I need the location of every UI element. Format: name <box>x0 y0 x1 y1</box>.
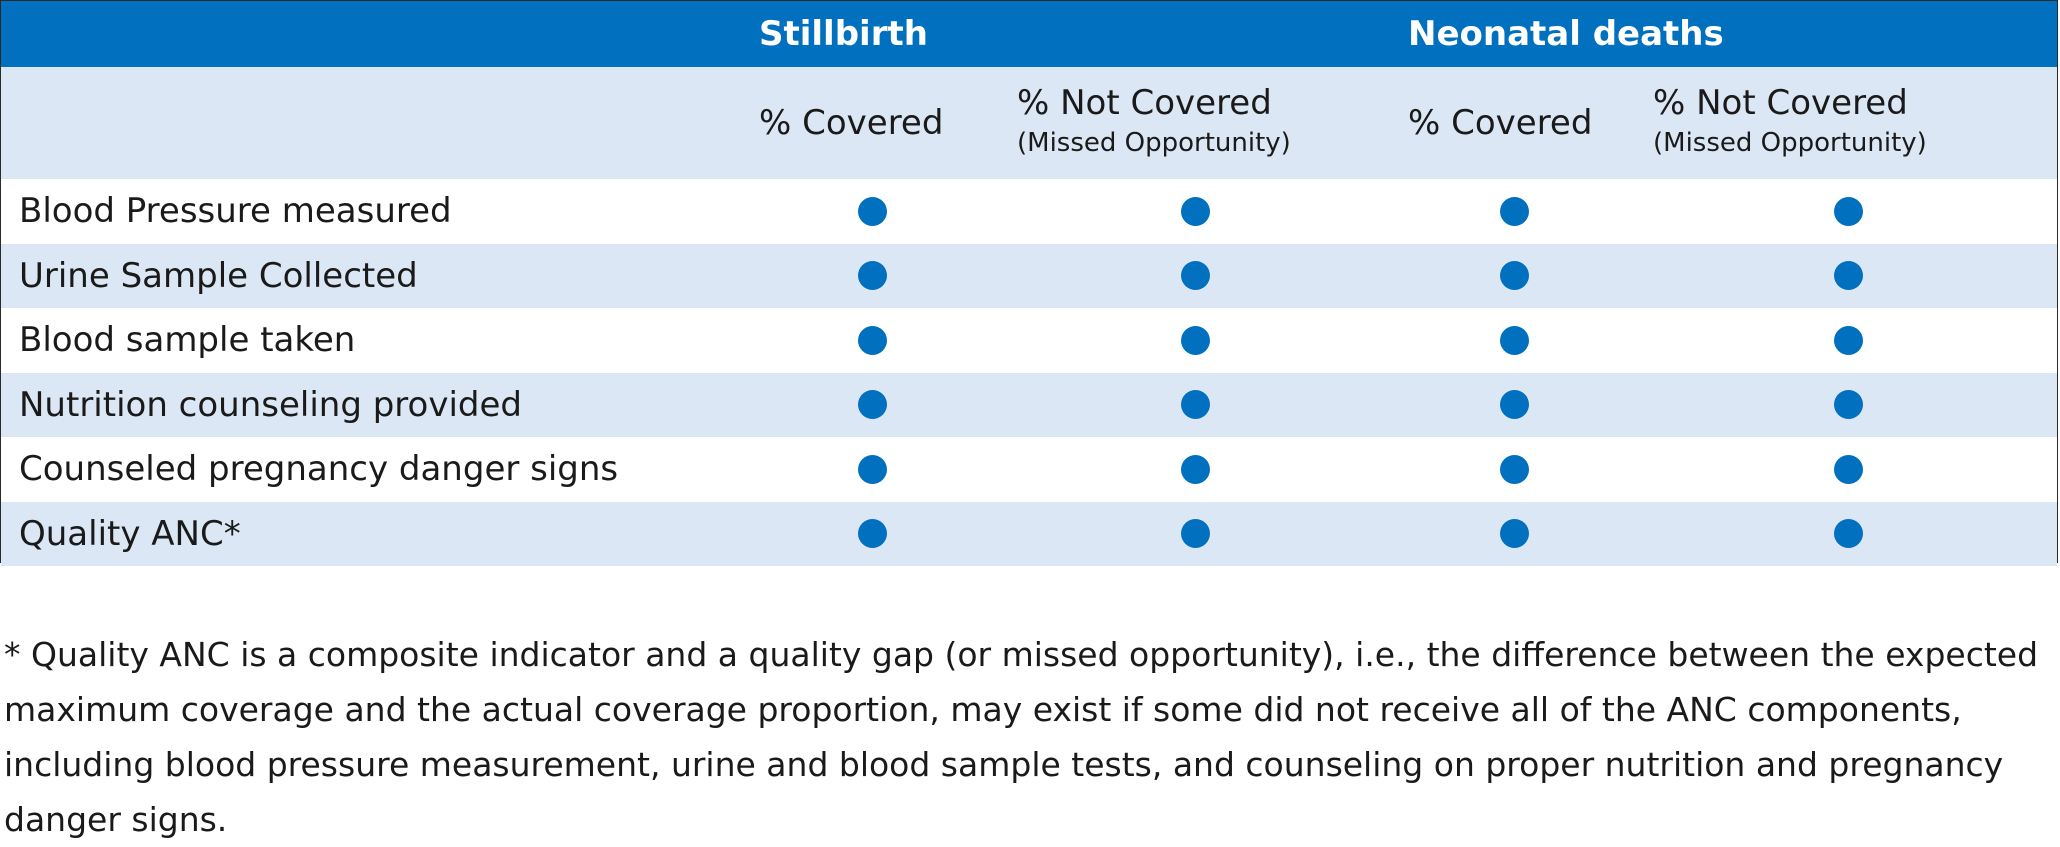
bullet-marker <box>1833 261 1863 291</box>
bullet-marker <box>1833 390 1863 420</box>
column-header-neonatal-covered: % Covered <box>1408 103 1593 143</box>
bullet-marker <box>857 390 887 420</box>
column-header-sub: (Missed Opportunity) <box>1653 128 1927 158</box>
table-row: Urine Sample Collected <box>1 243 2057 308</box>
footnote: * Quality ANC is a composite indicator a… <box>4 635 2039 839</box>
bullet-marker <box>1499 454 1529 484</box>
bullet-marker <box>1833 325 1863 355</box>
bullet-marker <box>857 261 887 291</box>
row-label: Urine Sample Collected <box>19 255 418 296</box>
column-header-row: % Covered % Not Covered (Missed Opportun… <box>1 67 2057 179</box>
bullet-marker <box>857 519 887 549</box>
bullet-marker <box>1833 519 1863 549</box>
bullet-marker <box>857 325 887 355</box>
column-header-stillbirth-not-covered: % Not Covered (Missed Opportunity) <box>1017 67 1291 179</box>
column-header-sub: (Missed Opportunity) <box>1017 128 1291 158</box>
bullet-marker <box>1180 325 1210 355</box>
row-label: Quality ANC* <box>19 513 241 554</box>
bullet-marker <box>857 196 887 226</box>
column-header-neonatal-not-covered: % Not Covered (Missed Opportunity) <box>1653 67 2048 179</box>
table-row: Blood sample taken <box>1 308 2057 373</box>
row-label: Counseled pregnancy danger signs <box>19 449 619 489</box>
group-label-stillbirth: Stillbirth <box>759 14 928 54</box>
bullet-marker <box>1180 390 1210 420</box>
column-header-main: % Not Covered <box>1017 83 1272 123</box>
column-header-stillbirth-covered: % Covered <box>759 103 944 143</box>
coverage-table: Stillbirth Neonatal deaths % Covered % N… <box>0 0 2058 566</box>
group-header-row: Stillbirth Neonatal deaths <box>1 1 2057 67</box>
table-row: Quality ANC* <box>1 501 2057 566</box>
bullet-marker <box>1499 325 1529 355</box>
bullet-marker <box>1180 196 1210 226</box>
bullet-marker <box>1833 454 1863 484</box>
row-label: Nutrition counseling provided <box>19 384 522 425</box>
table-row: Nutrition counseling provided <box>1 372 2057 437</box>
group-label-neonatal-deaths: Neonatal deaths <box>1408 14 1724 54</box>
bullet-marker <box>1833 196 1863 226</box>
row-label: Blood sample taken <box>19 320 356 360</box>
bullet-marker <box>1180 454 1210 484</box>
row-label: Blood Pressure measured <box>19 191 452 231</box>
bullet-marker <box>1499 196 1529 226</box>
bullet-marker <box>1499 519 1529 549</box>
bullet-marker <box>1180 261 1210 291</box>
column-header-main: % Not Covered <box>1653 83 1908 123</box>
table-row: Blood Pressure measured <box>1 179 2057 244</box>
bullet-marker <box>1499 390 1529 420</box>
bullet-marker <box>1499 261 1529 291</box>
bullet-marker <box>857 454 887 484</box>
table-row: Counseled pregnancy danger signs <box>1 437 2057 502</box>
bullet-marker <box>1180 519 1210 549</box>
